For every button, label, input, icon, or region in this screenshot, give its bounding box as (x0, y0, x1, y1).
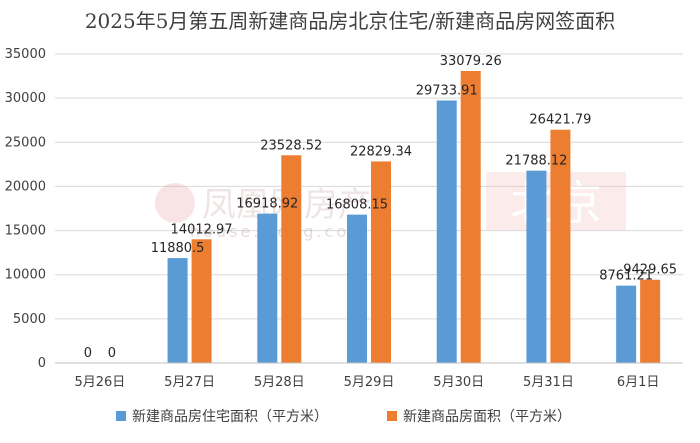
x-tick-label: 5月29日 (344, 375, 395, 390)
data-label-series2: 22829.34 (350, 144, 412, 159)
y-tick-label: 0 (38, 356, 46, 371)
bar-series2 (371, 161, 391, 363)
x-tick-label: 5月30日 (433, 375, 484, 390)
data-label-series1: 8761.21 (599, 269, 653, 284)
bar-series1 (167, 258, 188, 363)
legend-label-series2: 新建商品房面积（平方米） (403, 409, 571, 425)
y-axis-ticks: 0 5000 10000 15000 20000 25000 30000 35000 (5, 47, 46, 371)
y-tick-label: 30000 (5, 91, 46, 106)
legend: 新建商品房住宅面积（平方米） 新建商品房面积（平方米） (116, 409, 571, 425)
data-label-series1: 11880.5 (151, 241, 205, 256)
data-label-series2: 14012.97 (171, 222, 233, 237)
chart-title: 2025年5月第五周新建商品房北京住宅/新建商品房网签面积 (85, 9, 615, 33)
data-label-series2: 23528.52 (260, 138, 322, 153)
y-tick-label: 35000 (5, 47, 46, 62)
x-axis-ticks: 5月26日 5月27日 5月28日 5月29日 5月30日 5月31日 6月1日 (74, 375, 659, 390)
y-tick-label: 25000 (5, 135, 46, 150)
bar-series1 (347, 214, 367, 363)
x-tick-label: 5月31日 (523, 375, 574, 390)
data-label-series1: 29733.91 (416, 83, 478, 98)
x-tick-label: 5月28日 (254, 375, 305, 390)
data-label-series2: 9429.65 (623, 263, 677, 278)
data-label-series2: 26421.79 (529, 113, 591, 128)
bar-series2 (460, 70, 481, 363)
data-label-series1: 16918.92 (236, 197, 298, 212)
bar-series2 (550, 129, 571, 363)
y-tick-label: 20000 (5, 179, 46, 194)
bar-series1 (257, 213, 278, 363)
bar-series2 (281, 155, 302, 363)
data-label-series1: 16808.15 (326, 198, 388, 213)
bar-series1 (436, 100, 457, 363)
legend-swatch-series2 (387, 411, 397, 421)
bars (167, 70, 661, 363)
y-tick-label: 10000 (5, 268, 46, 283)
watermark-logo-icon (155, 183, 195, 223)
legend-label-series1: 新建商品房住宅面积（平方米） (132, 409, 328, 425)
bar-series1 (616, 285, 637, 363)
gridlines (55, 53, 683, 320)
data-label-series1: 21788.12 (505, 154, 567, 169)
data-label-series2: 33079.26 (440, 54, 502, 69)
y-tick-label: 15000 (5, 224, 46, 239)
watermark-domain: house.ifeng.com (190, 222, 368, 241)
data-label-series2: 0 (108, 346, 116, 361)
y-tick-label: 5000 (13, 312, 46, 327)
bar-series1 (526, 170, 547, 363)
data-label-series1: 0 (84, 346, 92, 361)
legend-swatch-series1 (116, 411, 126, 421)
x-tick-label: 5月26日 (74, 375, 125, 390)
x-tick-label: 6月1日 (617, 375, 660, 390)
bar-series2 (640, 279, 661, 363)
bar-series2 (191, 239, 212, 363)
x-tick-label: 5月27日 (164, 375, 215, 390)
